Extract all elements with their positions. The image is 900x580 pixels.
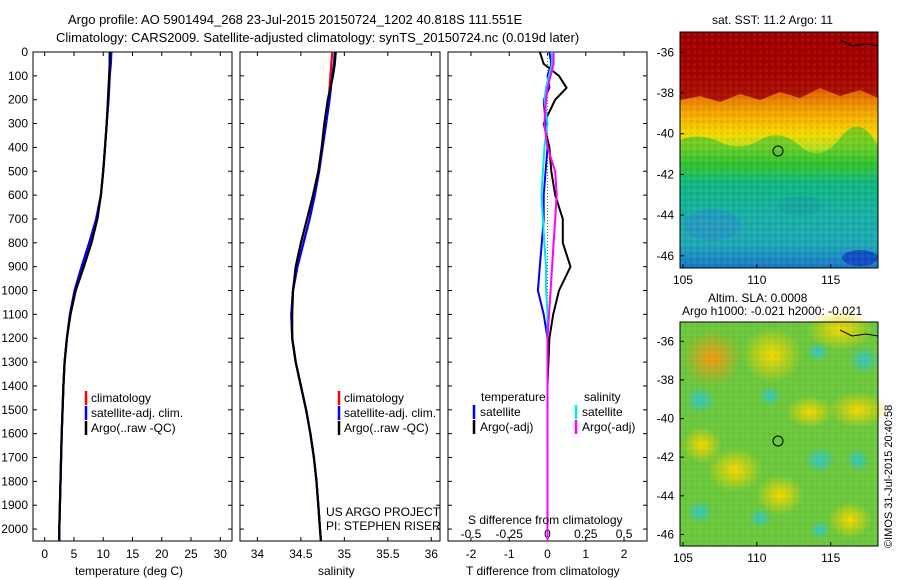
y-tick-label: 2000 bbox=[1, 522, 28, 536]
series-line-3 bbox=[291, 52, 337, 541]
y-tick-label: 500 bbox=[8, 164, 28, 178]
x-tick-label: 15 bbox=[126, 547, 140, 561]
x-tick-label: 5 bbox=[71, 547, 78, 561]
y-tick-label: 1200 bbox=[1, 331, 28, 345]
x-tick-label: 36 bbox=[425, 547, 439, 561]
map-y-tick-label: -36 bbox=[657, 334, 675, 348]
x-tick-label: 2 bbox=[621, 547, 628, 561]
sla-float-marker bbox=[772, 435, 784, 447]
temperature-legend: climatology satellite-adj. clim. Argo(..… bbox=[84, 391, 183, 435]
map-x-tick-label: 105 bbox=[673, 273, 693, 287]
x-tick-label: -2 bbox=[466, 547, 477, 561]
map-y-tick-label: -36 bbox=[657, 45, 675, 59]
project-label: US ARGO PROJECT bbox=[326, 505, 441, 519]
y-tick-label: 1100 bbox=[2, 307, 28, 321]
y-tick-label: 1500 bbox=[1, 403, 28, 417]
map-y-tick-label: -44 bbox=[657, 208, 675, 222]
y-tick-label: 700 bbox=[8, 212, 28, 226]
map-y-tick-label: -42 bbox=[657, 167, 675, 181]
legend-temperature-head: temperature bbox=[481, 390, 546, 404]
diff-top-xlabel: S difference from climatology bbox=[468, 513, 623, 527]
diff-series-line-4 bbox=[543, 52, 558, 541]
x-tick-label: 34 bbox=[251, 547, 265, 561]
figure-title-1: Argo profile: AO 5901494_268 23-Jul-2015… bbox=[68, 12, 522, 27]
legend-t-satellite-label: satellite bbox=[480, 405, 521, 419]
legend-argo-label: Argo(..raw -QC) bbox=[91, 421, 176, 435]
sla-title-1: Altim. SLA: 0.0008 bbox=[708, 291, 808, 305]
s-diff-tick-label: -0.5 bbox=[461, 527, 482, 541]
s-diff-tick-label: 0.25 bbox=[574, 527, 598, 541]
temperature-xlabel: temperature (deg C) bbox=[75, 564, 183, 578]
legend-s-satellite-label: satellite bbox=[582, 405, 623, 419]
y-tick-label: 1800 bbox=[1, 474, 28, 488]
sst-map bbox=[679, 31, 879, 269]
map-x-tick-label: 105 bbox=[673, 551, 693, 565]
x-tick-label: 1 bbox=[582, 547, 589, 561]
legend-t-argo-label: Argo(-adj) bbox=[480, 420, 533, 434]
y-tick-label: 200 bbox=[8, 93, 28, 107]
y-tick-label: 1400 bbox=[1, 379, 28, 393]
map-x-tick-label: 115 bbox=[821, 273, 840, 287]
x-tick-label: 0 bbox=[544, 547, 551, 561]
map-y-tick-label: -42 bbox=[657, 450, 675, 464]
legend-argo-label: Argo(..raw -QC) bbox=[344, 421, 429, 435]
series-line-3 bbox=[58, 52, 111, 541]
legend-climatology-label: climatology bbox=[91, 391, 151, 405]
x-tick-label: 35 bbox=[338, 547, 352, 561]
s-diff-tick-label: 0.5 bbox=[616, 527, 633, 541]
y-tick-label: 400 bbox=[8, 140, 28, 154]
legend-s-argo-label: Argo(-adj) bbox=[582, 420, 635, 434]
y-tick-label: 1700 bbox=[1, 451, 28, 465]
x-tick-label: 20 bbox=[155, 547, 169, 561]
timestamp: ©IMOS 31-Jul-2015 20:40:58 bbox=[883, 405, 895, 548]
map-x-tick-label: 110 bbox=[747, 551, 766, 565]
y-tick-label: 300 bbox=[8, 117, 28, 131]
map-x-tick-label: 110 bbox=[747, 273, 766, 287]
x-tick-label: 30 bbox=[214, 547, 228, 561]
x-tick-label: 10 bbox=[97, 547, 111, 561]
map-y-tick-label: -46 bbox=[657, 527, 675, 541]
y-tick-label: 1900 bbox=[1, 498, 28, 512]
y-tick-label: 1300 bbox=[1, 355, 28, 369]
map-y-tick-label: -46 bbox=[657, 249, 675, 263]
y-tick-label: 900 bbox=[8, 260, 28, 274]
figure-title-2: Climatology: CARS2009. Satellite-adjuste… bbox=[56, 30, 579, 45]
y-tick-label: 100 bbox=[8, 69, 28, 83]
salinity-xlabel: salinity bbox=[318, 564, 355, 578]
s-diff-tick-label: -0.25 bbox=[496, 527, 524, 541]
difference-legend: temperature salinity satellite Argo(-adj… bbox=[472, 390, 635, 434]
sst-title: sat. SST: 11.2 Argo: 11 bbox=[712, 13, 833, 27]
x-tick-label: 0 bbox=[41, 547, 48, 561]
legend-climatology-label: climatology bbox=[344, 391, 404, 405]
x-tick-label: 25 bbox=[184, 547, 198, 561]
x-tick-label: 34.5 bbox=[289, 547, 313, 561]
salinity-axes bbox=[239, 51, 441, 542]
legend-satellite-label: satellite-adj. clim. bbox=[91, 406, 183, 420]
y-tick-label: 1000 bbox=[1, 284, 28, 298]
map-y-tick-label: -38 bbox=[657, 86, 675, 100]
map-y-tick-label: -40 bbox=[657, 412, 675, 426]
diff-xlabel: T difference from climatology bbox=[466, 564, 620, 578]
salinity-legend: climatology satellite-adj. clim. Argo(..… bbox=[337, 391, 436, 435]
pi-label: PI: STEPHEN RISER bbox=[326, 519, 441, 533]
map-x-tick-label: 115 bbox=[821, 551, 840, 565]
map-y-tick-label: -38 bbox=[657, 373, 675, 387]
legend-salinity-head: salinity bbox=[584, 390, 621, 404]
y-tick-label: 1600 bbox=[1, 427, 28, 441]
legend-satellite-label: satellite-adj. clim. bbox=[344, 406, 436, 420]
map-y-tick-label: -40 bbox=[657, 127, 675, 141]
sst-float-marker bbox=[772, 145, 784, 157]
sla-title-2: Argo h1000: -0.021 h2000: -0.021 bbox=[682, 304, 862, 318]
temperature-axes bbox=[32, 51, 233, 542]
y-tick-label: 0 bbox=[21, 45, 28, 59]
sla-map bbox=[679, 310, 888, 547]
x-tick-label: -1 bbox=[504, 547, 515, 561]
y-tick-label: 800 bbox=[8, 236, 28, 250]
y-tick-label: 600 bbox=[8, 188, 28, 202]
x-tick-label: 35.5 bbox=[376, 547, 400, 561]
map-y-tick-label: -44 bbox=[657, 489, 675, 503]
